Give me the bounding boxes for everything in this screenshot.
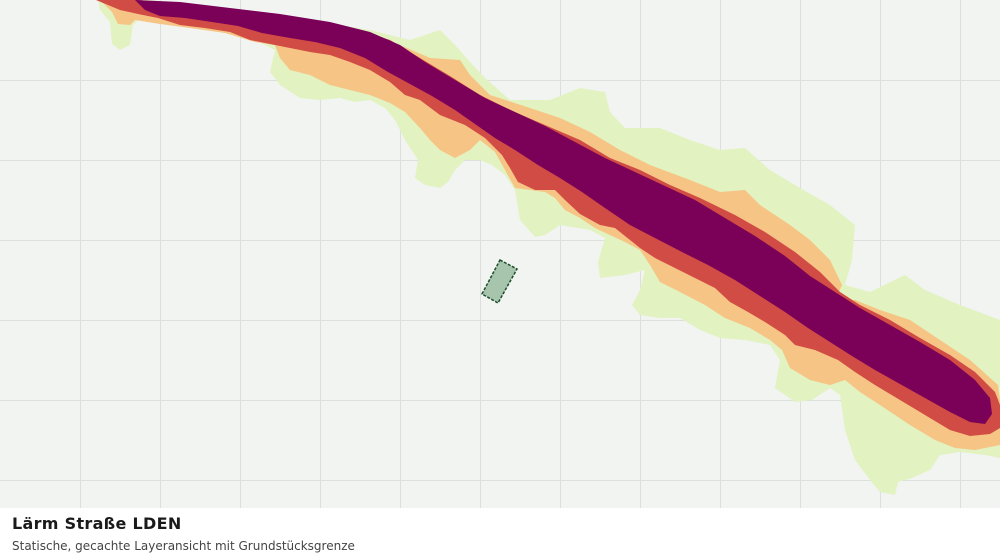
noise-band-inner (96, 0, 1000, 436)
noise-band-mid (100, 0, 1000, 450)
layer-subtitle: Statische, gecachte Layeransicht mit Gru… (12, 539, 355, 553)
noise-band-core (135, 0, 992, 424)
noise-map (0, 0, 1000, 508)
parcel-polygon-icon[interactable] (480, 258, 519, 305)
map-canvas[interactable] (0, 0, 1000, 508)
layer-caption: Lärm Straße LDEN Statische, gecachte Lay… (0, 508, 1000, 560)
layer-title: Lärm Straße LDEN (12, 514, 182, 533)
noise-band-outer (98, 0, 1000, 495)
